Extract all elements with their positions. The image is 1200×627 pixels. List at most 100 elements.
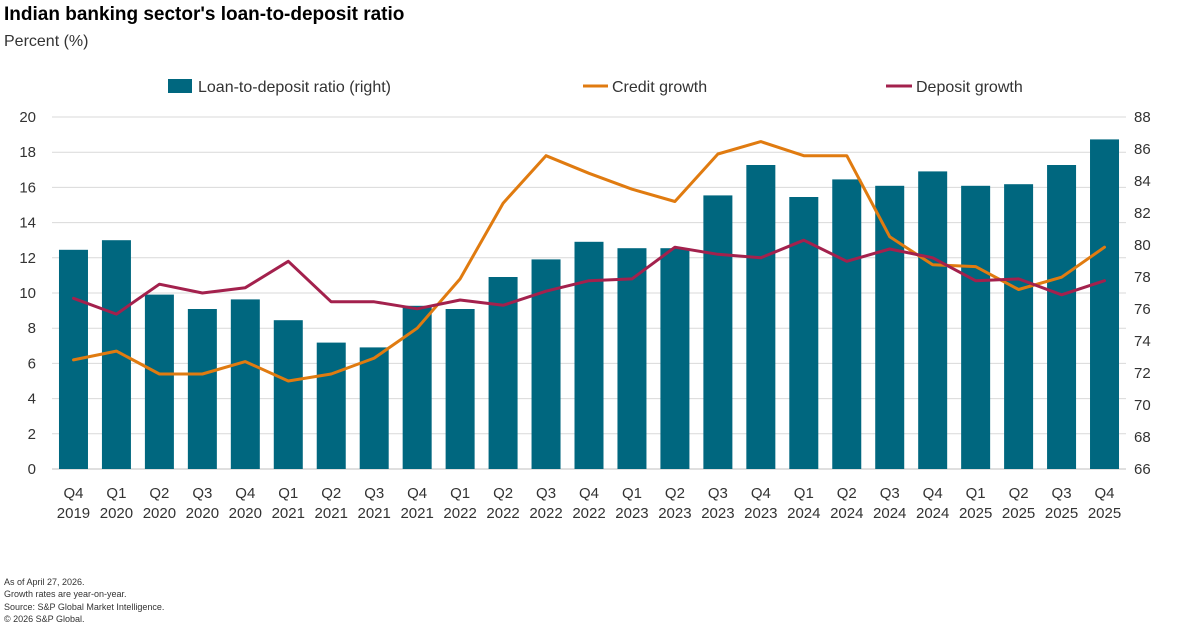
x-axis-ticks: Q4 2019 Q1 2020 Q2 2020 Q3 2020 Q4 2020 Q1 2021 Q2 20… <box>57 485 1121 522</box>
bar-loan-to-deposit <box>488 277 518 469</box>
bar-loan-to-deposit <box>316 342 346 469</box>
x-tick-quarter: Q2 <box>665 485 685 502</box>
left-tick-label: 20 <box>19 109 36 126</box>
bar-loan-to-deposit <box>230 299 260 469</box>
chart-subtitle: Percent (%) <box>4 33 89 50</box>
x-tick-quarter: Q2 <box>1009 485 1029 502</box>
bar-loan-to-deposit <box>402 305 432 469</box>
footnote-source: Source: S&P Global Market Intelligence. <box>4 601 165 612</box>
right-tick-label: 84 <box>1134 173 1151 190</box>
bar-loan-to-deposit <box>789 197 819 469</box>
x-tick-year: 2024 <box>830 505 863 522</box>
x-tick-quarter: Q4 <box>923 485 943 502</box>
right-tick-label: 70 <box>1134 397 1151 414</box>
line-deposit-growth <box>72 238 1106 316</box>
x-tick-year: 2023 <box>658 505 691 522</box>
left-tick-label: 0 <box>28 461 36 478</box>
bar-loan-to-deposit <box>832 179 862 469</box>
x-tick-year: 2024 <box>916 505 949 522</box>
right-tick-label: 66 <box>1134 461 1151 478</box>
bar-loan-to-deposit <box>875 185 905 470</box>
x-tick-year: 2020 <box>143 505 176 522</box>
x-tick-year: 2025 <box>1002 505 1035 522</box>
left-tick-label: 14 <box>19 215 36 232</box>
left-tick-label: 6 <box>28 355 36 372</box>
footnote-growth: Growth rates are year-on-year. <box>4 589 127 600</box>
bar-loan-to-deposit <box>703 195 733 469</box>
x-tick-year: 2019 <box>57 505 90 522</box>
right-tick-label: 74 <box>1134 333 1151 350</box>
x-tick-quarter: Q2 <box>321 485 341 502</box>
x-tick-year: 2025 <box>1045 505 1078 522</box>
x-tick-quarter: Q2 <box>149 485 169 502</box>
bar-loan-to-deposit <box>1090 139 1120 469</box>
footnotes: As of April 27, 2026. Growth rates are y… <box>4 576 164 626</box>
legend-label-loan-to-deposit: Loan-to-deposit ratio (right) <box>198 79 391 96</box>
bar-loan-to-deposit <box>359 347 389 469</box>
bar-series-loan-to-deposit <box>58 139 1120 470</box>
x-tick-year: 2021 <box>315 505 348 522</box>
bar-loan-to-deposit <box>1004 184 1034 469</box>
bar-loan-to-deposit <box>660 248 690 469</box>
x-tick-year: 2024 <box>787 505 820 522</box>
left-tick-label: 8 <box>28 320 36 337</box>
right-tick-label: 88 <box>1134 109 1151 126</box>
x-tick-quarter: Q4 <box>1095 485 1115 502</box>
x-tick-year: 2020 <box>186 505 219 522</box>
right-tick-label: 76 <box>1134 301 1151 318</box>
x-tick-year: 2022 <box>443 505 476 522</box>
right-tick-label: 68 <box>1134 429 1151 446</box>
line-credit-growth <box>72 140 1106 383</box>
legend-swatch-bar <box>168 79 192 93</box>
left-tick-label: 2 <box>28 426 36 443</box>
x-tick-year: 2022 <box>529 505 562 522</box>
bar-loan-to-deposit <box>187 309 217 469</box>
x-tick-year: 2021 <box>272 505 305 522</box>
legend-label-credit-growth: Credit growth <box>612 79 707 96</box>
x-tick-year: 2021 <box>400 505 433 522</box>
bar-loan-to-deposit <box>1047 165 1077 469</box>
x-tick-quarter: Q1 <box>966 485 986 502</box>
x-tick-quarter: Q4 <box>235 485 255 502</box>
x-tick-quarter: Q4 <box>751 485 771 502</box>
bar-loan-to-deposit <box>961 185 991 470</box>
legend: Loan-to-deposit ratio (right) Credit grow… <box>168 79 1023 96</box>
right-tick-label: 80 <box>1134 237 1151 254</box>
x-tick-quarter: Q1 <box>622 485 642 502</box>
x-tick-year: 2023 <box>615 505 648 522</box>
x-tick-year: 2023 <box>701 505 734 522</box>
left-axis-ticks: 0 2 4 6 8 10 12 14 16 18 20 <box>19 109 36 478</box>
x-tick-quarter: Q4 <box>579 485 599 502</box>
bar-loan-to-deposit <box>445 309 475 469</box>
bar-loan-to-deposit <box>144 294 174 469</box>
footnote-date: As of April 27, 2026. <box>4 577 85 587</box>
x-tick-quarter: Q1 <box>794 485 814 502</box>
x-tick-quarter: Q3 <box>192 485 212 502</box>
x-tick-quarter: Q3 <box>880 485 900 502</box>
chart-title: Indian banking sector's loan-to-deposit … <box>4 4 405 25</box>
x-tick-year: 2022 <box>486 505 519 522</box>
bar-loan-to-deposit <box>746 165 776 469</box>
x-tick-quarter: Q3 <box>708 485 728 502</box>
x-tick-quarter: Q4 <box>63 485 83 502</box>
x-tick-year: 2024 <box>873 505 906 522</box>
x-tick-year: 2025 <box>959 505 992 522</box>
right-tick-label: 72 <box>1134 365 1151 382</box>
right-tick-label: 82 <box>1134 205 1151 222</box>
left-tick-label: 18 <box>19 144 36 161</box>
x-tick-quarter: Q2 <box>837 485 857 502</box>
x-tick-year: 2022 <box>572 505 605 522</box>
left-tick-label: 12 <box>19 250 36 267</box>
bar-loan-to-deposit <box>273 320 303 469</box>
x-tick-year: 2023 <box>744 505 777 522</box>
x-tick-year: 2020 <box>229 505 262 522</box>
x-tick-quarter: Q1 <box>278 485 298 502</box>
x-tick-year: 2020 <box>100 505 133 522</box>
left-tick-label: 4 <box>28 391 36 408</box>
bar-loan-to-deposit <box>617 248 647 469</box>
right-tick-label: 78 <box>1134 269 1151 286</box>
x-tick-quarter: Q3 <box>1052 485 1072 502</box>
left-tick-label: 10 <box>19 285 36 302</box>
left-tick-label: 16 <box>19 179 36 196</box>
